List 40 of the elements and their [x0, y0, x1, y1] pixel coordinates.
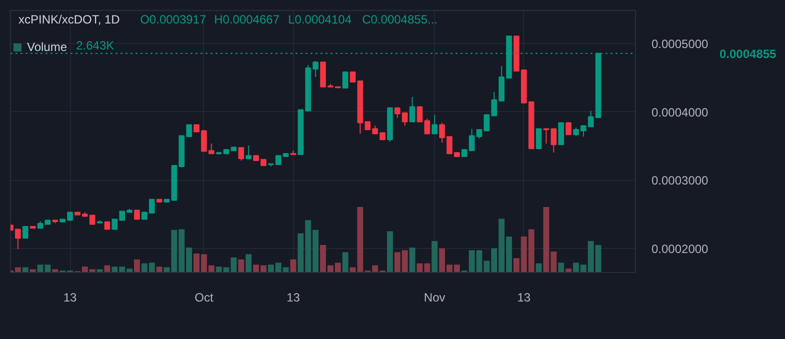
y-tick-label: 0.0002000 [652, 242, 709, 256]
candlestick [432, 114, 438, 134]
x-tick-label: 13 [517, 290, 531, 304]
bar [386, 231, 393, 272]
bar [96, 269, 103, 272]
bar [558, 262, 564, 272]
x-tick-label: 13 [286, 290, 300, 304]
y-tick-label: 0.0005000 [652, 36, 709, 51]
bar [156, 266, 162, 272]
ref-line-label: 0.0004855 [720, 46, 777, 61]
candlestick [409, 96, 416, 122]
y-tick-label: 0.0003000 [652, 174, 709, 188]
annotation: 2.643K [76, 38, 114, 52]
candlestick [246, 145, 252, 160]
chart-title: xcPINK/xcDOT, 1D [18, 12, 120, 26]
bar [246, 254, 252, 272]
legend-label: Volume [27, 40, 68, 54]
annotation: C0.0004855... [362, 12, 438, 26]
annotation: O0.0003917 [140, 12, 206, 26]
candlestick [350, 72, 356, 82]
candlestick [22, 226, 28, 239]
x-tick-label: 13 [63, 290, 78, 304]
annotation: L0.0004104 [288, 12, 352, 26]
bar [432, 241, 438, 272]
bar [52, 269, 58, 272]
annotation: H0.0004667 [214, 12, 280, 26]
bar [536, 263, 542, 272]
bar [134, 259, 140, 272]
bar [238, 259, 244, 272]
candlestick [536, 128, 542, 150]
candlestick [342, 72, 348, 88]
x-tick-label: Nov [424, 290, 446, 304]
candlestick [558, 122, 564, 146]
candlestick [566, 122, 572, 136]
bar [409, 248, 416, 272]
x-tick-label: Oct [194, 290, 214, 304]
candlestick [238, 147, 244, 162]
bar [342, 252, 348, 272]
y-tick-label: 0.0004000 [652, 105, 709, 120]
bar [30, 269, 36, 272]
